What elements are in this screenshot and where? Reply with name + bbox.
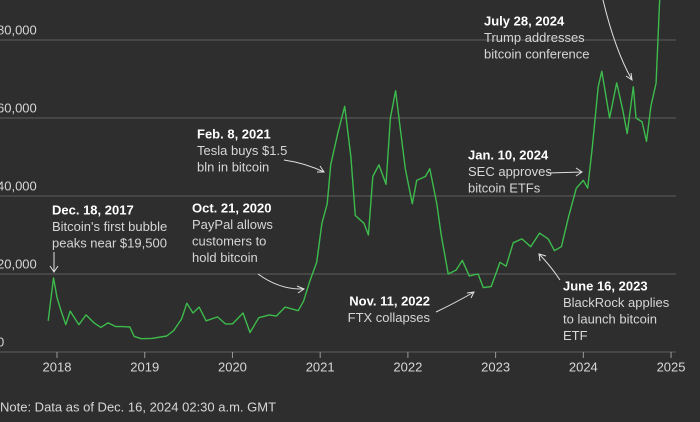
annotation-text: Bitcoin's first bubble — [52, 219, 167, 234]
y-tick-label: 60,000 — [0, 100, 37, 115]
annotation-date: Oct. 21, 2020 — [192, 200, 272, 215]
y-tick-label: 20,000 — [0, 256, 37, 271]
arrow — [257, 273, 306, 294]
annotation-text: Tesla buys $1.5 — [197, 143, 287, 158]
annotation-text: bln in bitcoin — [197, 159, 269, 174]
arrow — [547, 167, 583, 177]
x-tick-label: 2021 — [306, 359, 335, 374]
x-tick-label: 2023 — [481, 359, 510, 374]
annotation-date: Dec. 18, 2017 — [52, 202, 134, 217]
annotation-date: Feb. 8, 2021 — [197, 126, 271, 141]
annotation-text: peaks near $19,500 — [52, 235, 167, 250]
annotation-text: FTX collapses — [348, 310, 431, 325]
annotation-text: BlackRock applies — [563, 295, 670, 310]
arrow — [435, 291, 475, 313]
y-tick-label: 80,000 — [0, 22, 37, 37]
y-tick-label: 40,000 — [0, 178, 37, 193]
x-tick-label: 2018 — [43, 359, 72, 374]
annotation-text: bitcoin conference — [484, 46, 590, 61]
annotation-text: PayPal allows — [192, 217, 273, 232]
annotation-date: Jan. 10, 2024 — [468, 147, 549, 162]
x-tick-label: 2019 — [130, 359, 159, 374]
arrows — [49, 0, 633, 313]
annotation-text: bitcoin ETFs — [468, 180, 541, 195]
x-tick-label: 2024 — [569, 359, 598, 374]
grid: 0 20,000 40,000 60,000 80,000 2018 2019 2020 202… — [0, 22, 686, 374]
plot — [47, 0, 661, 340]
annotation-text: to launch bitcoin — [563, 311, 657, 326]
annotation-text: hold bitcoin — [192, 250, 258, 265]
annotation-date: June 16, 2023 — [563, 278, 648, 293]
annotations: Dec. 18, 2017 Bitcoin's first bubblepeaks… — [52, 13, 670, 343]
arrow — [283, 159, 325, 173]
annotation-text: ETF — [563, 328, 588, 343]
annotation-text: SEC approves — [468, 164, 552, 179]
annotation-text: customers to — [192, 233, 266, 248]
price-line — [47, 0, 661, 340]
y-tick-label: 0 — [0, 334, 4, 349]
x-tick-label: 2022 — [393, 359, 422, 374]
x-tick-label: 2020 — [218, 359, 247, 374]
x-tick-label: 2025 — [657, 359, 686, 374]
annotation-text: Trump addresses — [484, 30, 585, 45]
note: Note: Data as of Dec. 16, 2024 02:30 a.m… — [0, 399, 276, 414]
annotation-date: Nov. 11, 2022 — [349, 293, 430, 308]
arrow — [538, 253, 561, 281]
annotation-date: July 28, 2024 — [484, 13, 565, 28]
arrow — [602, 0, 633, 82]
arrow — [49, 252, 59, 273]
